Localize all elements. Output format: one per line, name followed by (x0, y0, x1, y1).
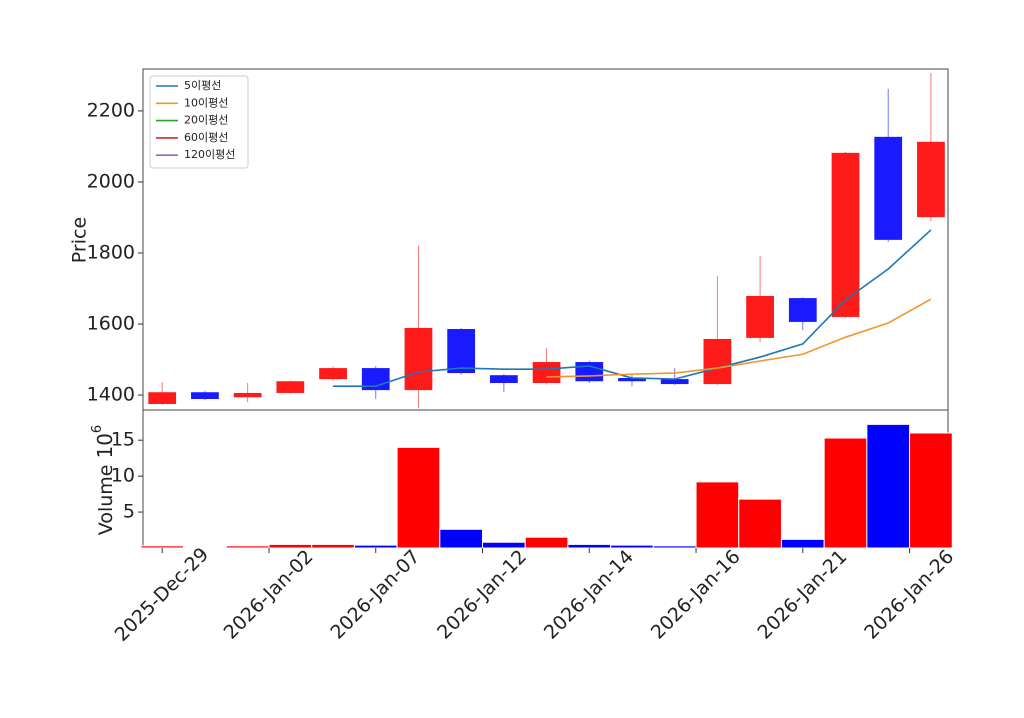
volume-bar (439, 528, 484, 549)
volume-bar (866, 423, 911, 549)
candle-body (788, 298, 817, 322)
candle-body (276, 381, 305, 393)
candle-body (874, 136, 903, 240)
candle-body (703, 338, 732, 385)
ma-line (333, 229, 932, 388)
legend-label: 10이평선 (184, 96, 228, 109)
volume-bar (524, 536, 569, 549)
candle-body (148, 392, 177, 404)
volume-bar (909, 432, 953, 549)
volume-bar (311, 543, 355, 549)
candle-body (831, 152, 860, 317)
y-tick-label: 5 (123, 501, 135, 523)
offset-base: 10 (93, 433, 117, 458)
volume-bar (140, 545, 185, 549)
volume-bar (567, 543, 612, 549)
y-tick-label: 1400 (87, 384, 135, 406)
volume-bar (610, 544, 654, 549)
candle-body (489, 375, 518, 384)
plot-frame (142, 68, 949, 411)
volume-ylabel-text: Volume (95, 465, 117, 536)
x-tick-label: 2026-Jan-21 (753, 546, 851, 644)
legend-box (149, 75, 249, 169)
volume-bar (738, 498, 782, 549)
legend-label: 20이평선 (184, 114, 228, 127)
candle-body (319, 368, 347, 380)
volume-bar (652, 545, 697, 549)
volume-bar (780, 538, 825, 549)
price-ylabel: Price (69, 217, 91, 263)
volume-bar (396, 446, 441, 549)
x-tick-label: 2026-Jan-12 (433, 546, 531, 644)
y-tick-label: 15 (111, 429, 135, 451)
volume-bar (183, 546, 227, 549)
candle-body (746, 295, 774, 338)
volume-bar (823, 437, 868, 549)
y-tick-label: 1600 (87, 313, 135, 335)
ma-line (546, 298, 932, 378)
candle-body (917, 141, 945, 218)
volume-bar (353, 544, 398, 549)
candle-body (233, 392, 262, 398)
candle-body (191, 392, 219, 399)
x-tick-label: 2026-Jan-14 (540, 546, 638, 644)
candle-body (447, 329, 476, 374)
candle-body (660, 379, 689, 385)
y-tick-label: 1800 (87, 241, 135, 263)
candle-body (575, 362, 604, 382)
x-tick-label: 2026-Jan-07 (326, 546, 424, 644)
volume-bar (225, 545, 270, 549)
x-tick-label: 2026-Jan-02 (220, 546, 318, 644)
volume-ylabel: Volume 106 (90, 425, 117, 535)
y-tick-label: 2200 (87, 99, 135, 121)
legend-label: 60이평선 (184, 131, 228, 144)
x-tick-label: 2025-Dec-29 (111, 543, 214, 646)
offset-exponent: 6 (90, 425, 105, 433)
legend-label: 5이평선 (184, 79, 221, 92)
volume-bar (482, 541, 526, 549)
x-tick-label: 2026-Jan-26 (860, 546, 958, 644)
y-tick-label: 2000 (87, 170, 135, 192)
candle-body (404, 327, 433, 391)
volume-bar (268, 543, 313, 549)
y-tick-label: 10 (111, 465, 135, 487)
candle-body (532, 362, 561, 384)
candle-body (618, 378, 646, 382)
legend-label: 120이평선 (184, 148, 235, 161)
volume-bar (695, 481, 740, 549)
x-tick-label: 2026-Jan-16 (647, 546, 745, 644)
